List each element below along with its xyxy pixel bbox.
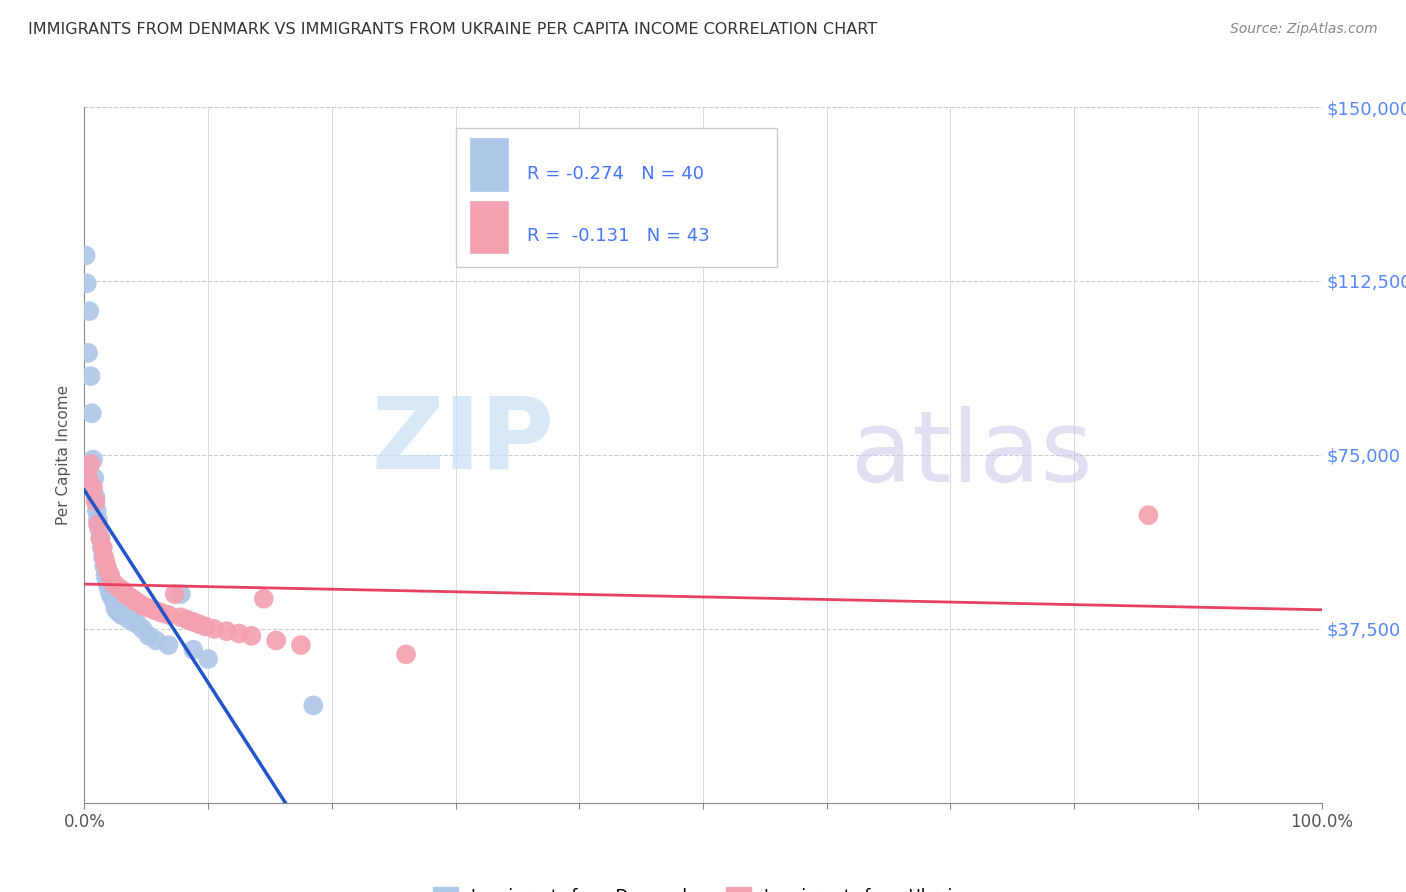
Point xyxy=(131,599,153,613)
Point xyxy=(143,603,166,617)
Point xyxy=(98,582,121,597)
Point xyxy=(170,610,193,624)
Point xyxy=(228,626,250,640)
Point xyxy=(138,601,160,615)
Point xyxy=(395,648,418,662)
Point xyxy=(98,568,121,582)
Point xyxy=(157,638,180,652)
Point xyxy=(93,559,115,574)
Point xyxy=(127,617,149,632)
Point xyxy=(79,369,101,384)
Text: atlas: atlas xyxy=(852,407,1092,503)
Point xyxy=(107,580,129,594)
Point xyxy=(240,629,263,643)
Text: R = -0.274   N = 40: R = -0.274 N = 40 xyxy=(527,165,704,183)
Point xyxy=(253,591,276,606)
Point xyxy=(1137,508,1160,523)
Point xyxy=(94,555,117,569)
Point xyxy=(91,549,114,564)
Point xyxy=(87,517,110,532)
Point xyxy=(157,607,180,622)
Point xyxy=(145,633,167,648)
Point xyxy=(181,615,204,629)
Point xyxy=(84,494,107,508)
Point xyxy=(89,532,111,546)
Point xyxy=(194,619,217,633)
Text: R =  -0.131   N = 43: R = -0.131 N = 43 xyxy=(527,227,710,245)
FancyBboxPatch shape xyxy=(456,128,778,267)
Point xyxy=(114,596,136,610)
Point xyxy=(170,587,193,601)
Point xyxy=(105,603,128,617)
Point xyxy=(215,624,238,639)
Point xyxy=(77,471,100,485)
Point xyxy=(101,591,124,606)
Point xyxy=(96,573,118,587)
Text: Source: ZipAtlas.com: Source: ZipAtlas.com xyxy=(1230,22,1378,37)
Point xyxy=(138,629,160,643)
Point xyxy=(118,590,141,604)
Point xyxy=(91,541,114,555)
Point xyxy=(96,559,118,574)
Point xyxy=(188,617,211,632)
Point xyxy=(79,457,101,471)
Point xyxy=(104,578,127,592)
Point xyxy=(100,573,122,587)
Point xyxy=(124,594,146,608)
Point xyxy=(150,606,173,620)
Text: ZIP: ZIP xyxy=(371,392,554,490)
Point xyxy=(197,652,219,666)
Point xyxy=(75,248,97,262)
Point xyxy=(290,638,312,652)
Point xyxy=(94,568,117,582)
Point xyxy=(114,587,136,601)
Point xyxy=(87,513,110,527)
Y-axis label: Per Capita Income: Per Capita Income xyxy=(56,384,72,525)
Point xyxy=(103,594,125,608)
Point xyxy=(82,480,104,494)
Point xyxy=(82,452,104,467)
Point xyxy=(93,549,115,564)
Point xyxy=(97,578,120,592)
Point xyxy=(79,304,101,318)
Point xyxy=(121,591,143,606)
Point xyxy=(131,622,153,636)
Point xyxy=(176,613,198,627)
Point xyxy=(89,522,111,536)
Point xyxy=(77,346,100,360)
Point xyxy=(163,587,186,601)
Point xyxy=(90,541,112,555)
Bar xyxy=(471,201,508,253)
Point xyxy=(84,490,107,504)
Point xyxy=(89,532,111,546)
Point xyxy=(98,587,121,601)
Point xyxy=(302,698,325,713)
Point xyxy=(100,590,122,604)
Point xyxy=(97,564,120,578)
Point xyxy=(80,406,103,420)
Point xyxy=(202,622,225,636)
Bar xyxy=(471,138,508,191)
Text: IMMIGRANTS FROM DENMARK VS IMMIGRANTS FROM UKRAINE PER CAPITA INCOME CORRELATION: IMMIGRANTS FROM DENMARK VS IMMIGRANTS FR… xyxy=(28,22,877,37)
Point xyxy=(108,606,131,620)
Point xyxy=(86,503,108,517)
Point xyxy=(101,575,124,590)
Point xyxy=(110,607,132,622)
Point xyxy=(128,596,150,610)
Point xyxy=(264,633,287,648)
Point xyxy=(104,601,127,615)
Point xyxy=(118,613,141,627)
Point xyxy=(181,642,204,657)
Point xyxy=(122,615,145,629)
Point xyxy=(83,471,105,485)
Point xyxy=(110,582,132,597)
Legend: Immigrants from Denmark, Immigrants from Ukraine: Immigrants from Denmark, Immigrants from… xyxy=(426,880,980,892)
Point xyxy=(76,277,98,291)
Point xyxy=(98,566,121,581)
